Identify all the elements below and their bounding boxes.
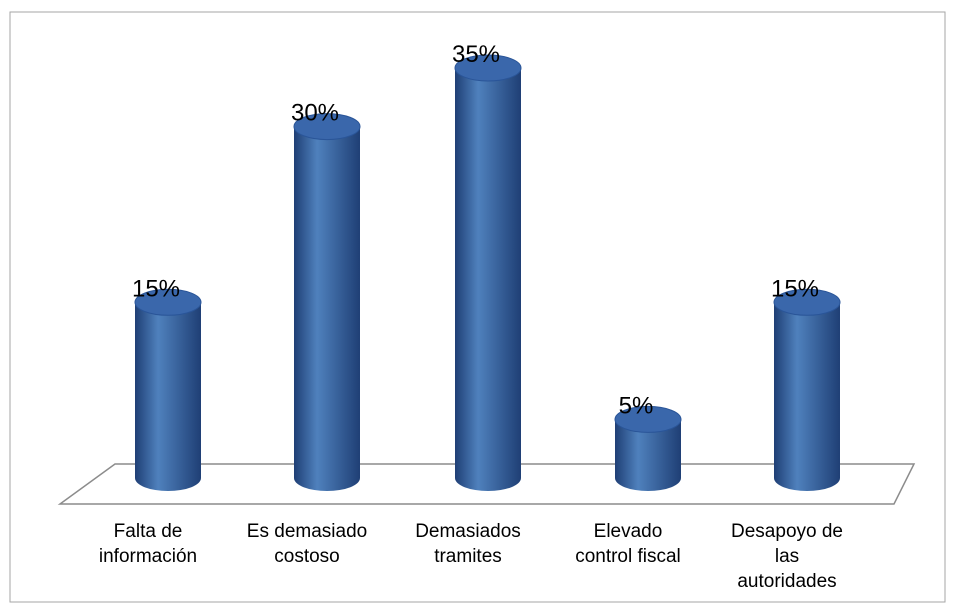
bar-4 xyxy=(614,405,682,491)
category-label-1: Falta de información xyxy=(99,521,197,567)
bar-top-3 xyxy=(454,54,522,82)
bar-body-2 xyxy=(294,126,360,492)
bars-group xyxy=(134,54,841,492)
category-label-2: Es demasiado costoso xyxy=(247,521,367,567)
bar-top-2 xyxy=(293,113,361,141)
data-label-2: 30% xyxy=(291,100,339,127)
bar-top-5 xyxy=(773,288,841,316)
data-label-1: 15% xyxy=(132,275,180,302)
bar-1 xyxy=(134,288,202,491)
bar-body-4 xyxy=(615,419,681,491)
bar-top-4 xyxy=(614,405,682,433)
bar-body-1 xyxy=(135,302,201,491)
bar-top-1 xyxy=(134,288,202,316)
bar-5 xyxy=(773,288,841,491)
bar-body-3 xyxy=(455,68,521,491)
bar-2 xyxy=(293,113,361,492)
data-label-4: 5% xyxy=(619,392,654,419)
chart-floor xyxy=(57,463,916,505)
category-label-5: Desapoyo de las autoridades xyxy=(731,521,843,592)
category-labels-group: Falta de información Es demasiado costoso De… xyxy=(99,521,843,592)
data-labels-group: 15% 30% 35% 5% 15% xyxy=(132,41,819,419)
data-label-3: 35% xyxy=(452,41,500,68)
data-label-5: 15% xyxy=(771,275,819,302)
category-label-3: Demasiados tramites xyxy=(415,521,521,567)
bar-body-5 xyxy=(774,302,840,491)
bar-3 xyxy=(454,54,522,491)
category-label-4: Elevado control fiscal xyxy=(575,521,681,567)
